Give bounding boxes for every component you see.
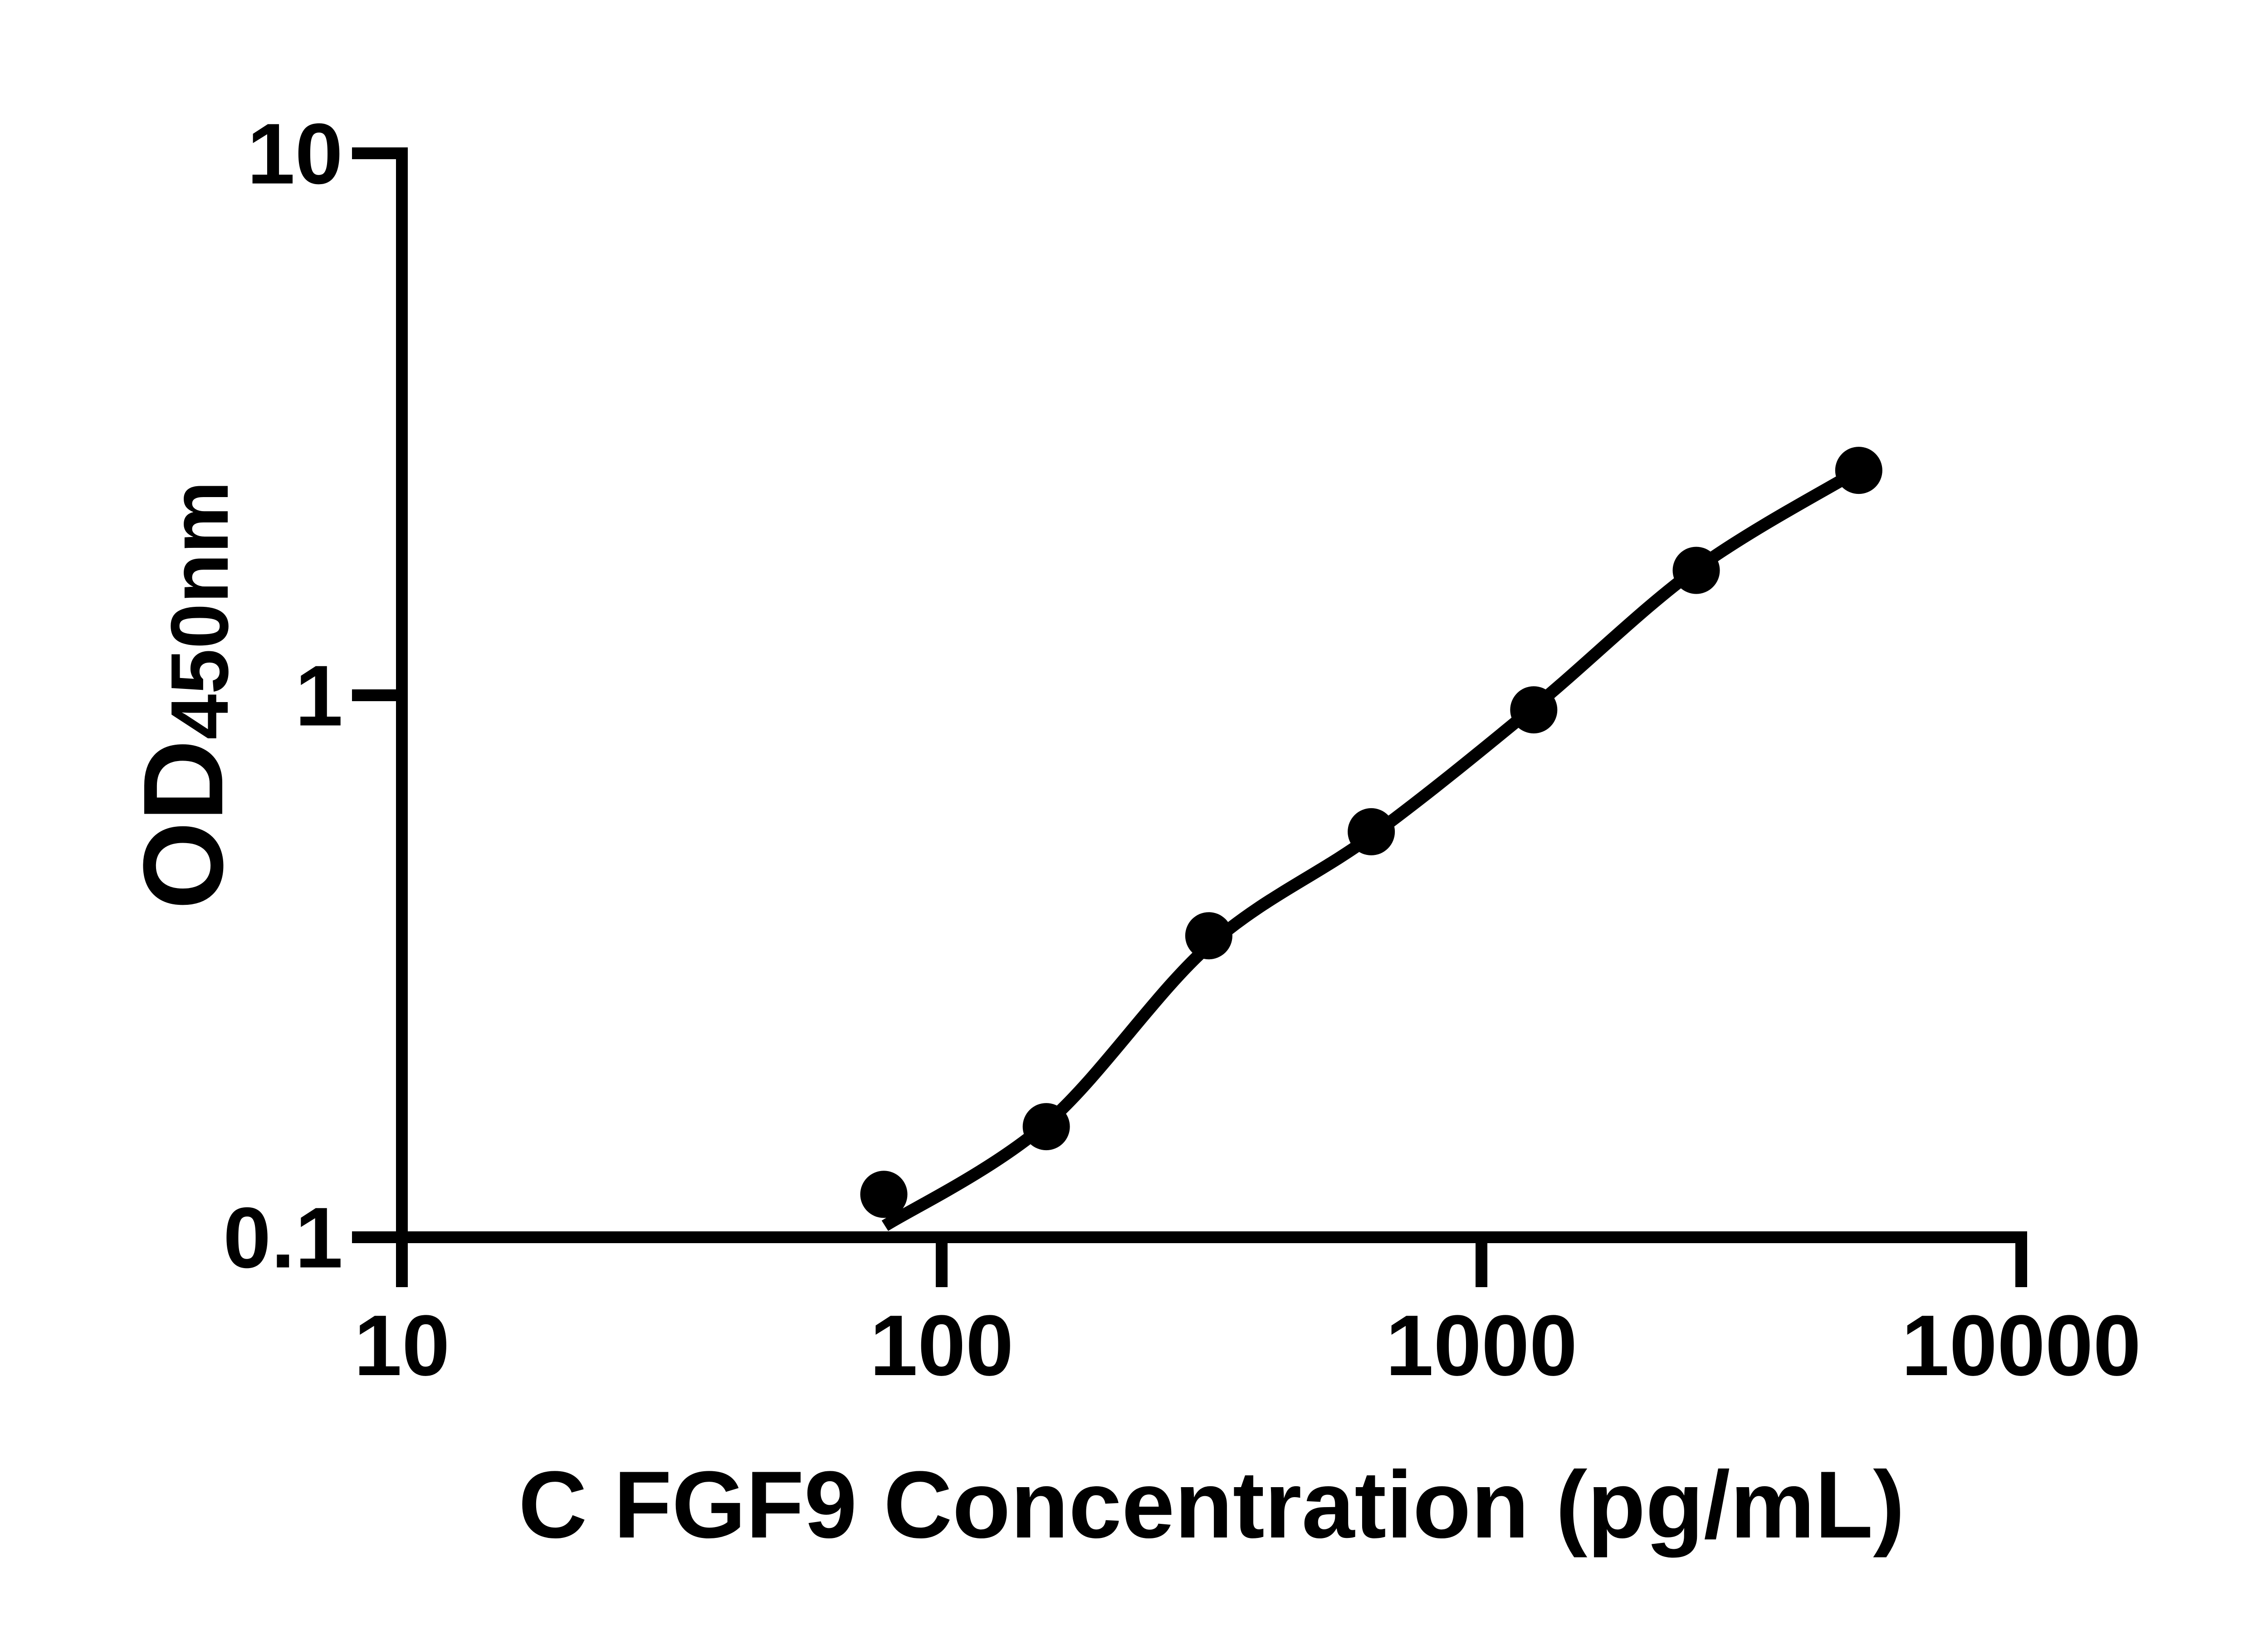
y-tick-label: 10 xyxy=(247,106,343,202)
y-axis-title-subscript: 450nm xyxy=(154,481,245,739)
x-tick-label: 10 xyxy=(354,1298,450,1394)
data-point xyxy=(1348,808,1395,855)
data-point xyxy=(1185,912,1232,960)
data-point xyxy=(860,1171,908,1218)
x-tick-label: 100 xyxy=(870,1298,1013,1394)
data-point xyxy=(1510,686,1558,734)
y-axis-title-main: OD xyxy=(120,740,246,910)
y-tick-label: 1 xyxy=(295,648,343,744)
x-axis-title: C FGF9 Concentration (pg/mL) xyxy=(518,1451,1905,1558)
y-tick-label: 0.1 xyxy=(223,1190,343,1286)
data-point xyxy=(1835,447,1882,494)
data-point xyxy=(1672,547,1720,594)
y-axis-title: OD450nm xyxy=(120,481,246,909)
data-point xyxy=(1022,1103,1070,1151)
x-tick-label: 10000 xyxy=(1901,1298,2141,1394)
x-tick-label: 1000 xyxy=(1386,1298,1578,1394)
